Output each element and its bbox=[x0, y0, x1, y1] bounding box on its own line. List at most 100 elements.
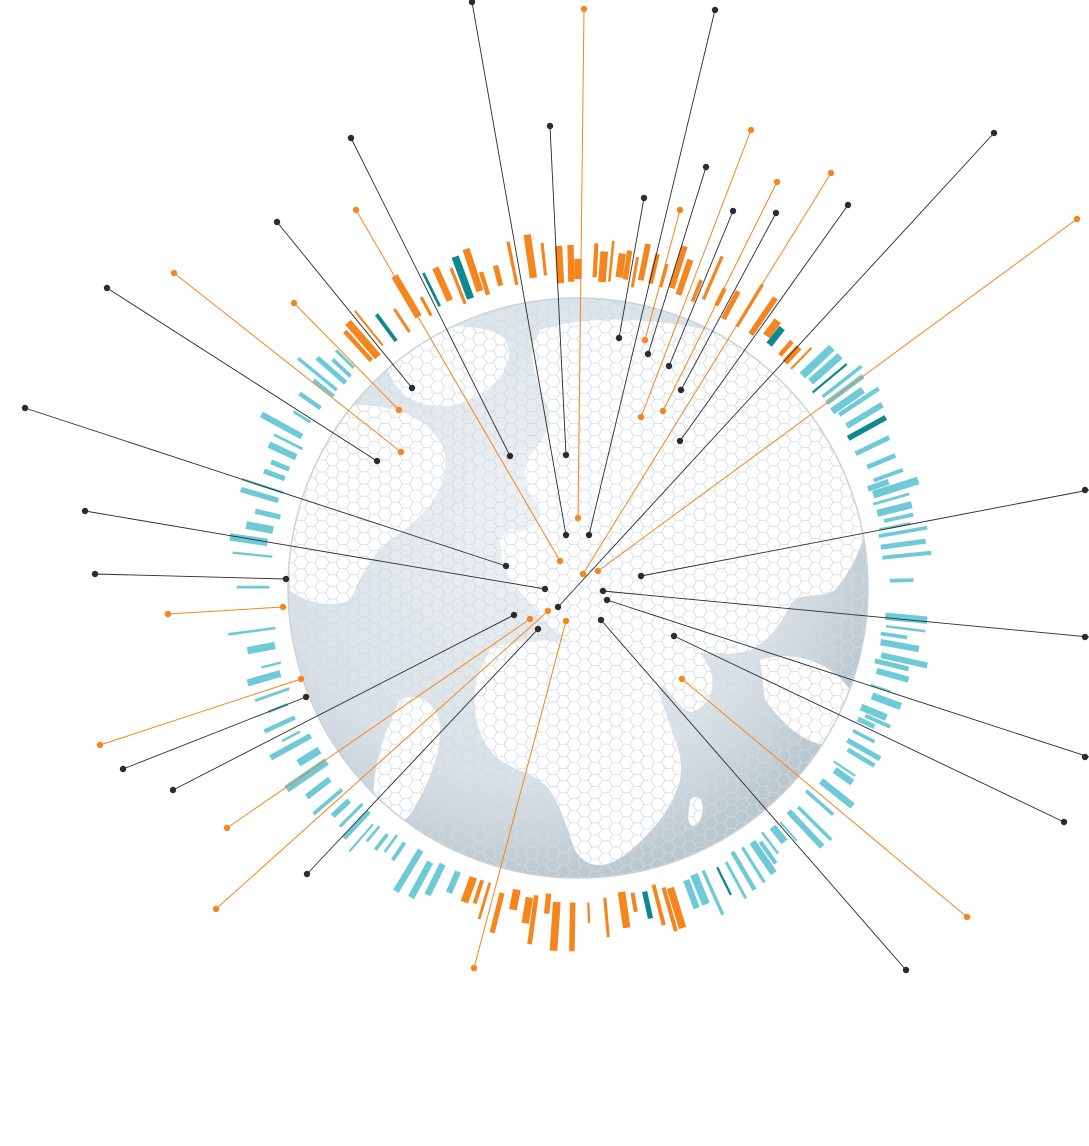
connection-line bbox=[293, 302, 400, 411]
ring-bar bbox=[882, 550, 932, 560]
ring-bar bbox=[832, 760, 856, 777]
ring-bar bbox=[668, 245, 688, 290]
endpoint-dot bbox=[637, 572, 645, 580]
connection-line bbox=[226, 618, 531, 829]
ring-bar bbox=[393, 848, 424, 893]
endpoint-dot bbox=[597, 616, 605, 624]
endpoint-dot bbox=[579, 570, 587, 578]
ring-bar bbox=[642, 891, 654, 919]
endpoint-dot bbox=[395, 406, 403, 414]
ring-bar bbox=[808, 353, 843, 385]
ring-bar bbox=[246, 670, 282, 687]
ring-bar bbox=[740, 846, 766, 884]
ring-bar bbox=[880, 538, 926, 550]
connection-line bbox=[84, 510, 546, 590]
connection-line bbox=[588, 9, 716, 536]
endpoint-dot bbox=[659, 407, 667, 415]
ring-bar bbox=[592, 243, 599, 278]
ring-bar bbox=[859, 703, 888, 721]
ring-bar bbox=[521, 896, 534, 924]
ring-bar bbox=[821, 364, 863, 399]
endpoint-dot bbox=[580, 5, 588, 13]
ring-bar bbox=[270, 459, 291, 472]
endpoint-dot bbox=[303, 870, 311, 878]
ring-bar bbox=[446, 870, 461, 895]
ring-bar bbox=[365, 825, 381, 843]
endpoint-dot bbox=[773, 178, 781, 186]
ring-bar bbox=[845, 402, 884, 429]
ring-bar bbox=[630, 892, 638, 913]
endpoint-dot bbox=[1060, 818, 1068, 826]
endpoint-dot bbox=[96, 741, 104, 749]
endpoint-dot bbox=[603, 596, 611, 604]
ring-bar bbox=[492, 264, 504, 287]
endpoint-dot bbox=[640, 194, 648, 202]
ring-bar bbox=[540, 242, 548, 276]
ring-bar bbox=[779, 821, 798, 842]
connection-line bbox=[680, 212, 777, 391]
ring-bar bbox=[587, 902, 591, 924]
ring-bar bbox=[259, 411, 304, 440]
endpoint-dot bbox=[729, 207, 737, 215]
endpoint-dot bbox=[772, 209, 780, 217]
ring-bar bbox=[408, 860, 434, 900]
endpoint-dot bbox=[297, 675, 305, 683]
endpoint-dot bbox=[676, 206, 684, 214]
connection-line bbox=[99, 678, 302, 746]
ring-bar bbox=[867, 479, 890, 492]
ring-bar bbox=[348, 823, 374, 853]
endpoint-dot bbox=[103, 284, 111, 292]
connection-line bbox=[557, 132, 995, 608]
endpoint-dot bbox=[212, 905, 220, 913]
ring-bar bbox=[334, 349, 355, 369]
ring-bar bbox=[543, 893, 552, 914]
endpoint-dot bbox=[990, 129, 998, 137]
ring-bar bbox=[312, 788, 344, 816]
connection-line bbox=[640, 129, 752, 418]
ring-bar bbox=[683, 878, 700, 910]
ring-bar bbox=[617, 891, 631, 929]
ring-bar bbox=[724, 861, 748, 900]
connection-line bbox=[471, 1, 567, 536]
endpoint-dot bbox=[902, 966, 910, 974]
endpoint-dot bbox=[644, 350, 652, 358]
ring-bar bbox=[811, 363, 848, 394]
ring-bar bbox=[666, 886, 687, 930]
connection-line bbox=[106, 287, 378, 462]
ring-bar bbox=[856, 716, 876, 729]
ring-bar bbox=[567, 244, 575, 282]
ring-bar bbox=[422, 272, 441, 307]
endpoint-dot bbox=[546, 122, 554, 130]
ring-bar bbox=[343, 329, 374, 363]
ring-bar bbox=[228, 626, 276, 636]
endpoint-dot bbox=[352, 206, 360, 214]
endpoint-dot bbox=[1081, 486, 1089, 494]
ring-bar bbox=[263, 468, 286, 482]
ring-bar bbox=[342, 809, 371, 840]
connection-line bbox=[673, 635, 1065, 823]
ring-bar bbox=[393, 308, 411, 333]
connection-line bbox=[122, 696, 307, 770]
ring-bar bbox=[298, 391, 322, 411]
endpoint-dot bbox=[526, 615, 534, 623]
endpoint-dot bbox=[678, 675, 686, 683]
ring-bar bbox=[872, 476, 920, 499]
endpoint-dot bbox=[534, 625, 542, 633]
ring-bar bbox=[690, 872, 710, 906]
ring-bar bbox=[880, 631, 908, 640]
ring-bar bbox=[832, 767, 855, 786]
ring-bar bbox=[331, 358, 352, 378]
ring-bar bbox=[246, 641, 276, 655]
endpoint-dot bbox=[585, 531, 593, 539]
endpoint-dot bbox=[665, 362, 673, 370]
ring-bar bbox=[878, 525, 928, 538]
ring-bar bbox=[876, 501, 913, 517]
ring-bar bbox=[509, 888, 521, 911]
connection-line bbox=[582, 172, 832, 575]
outer-ring-bars bbox=[228, 234, 932, 952]
endpoint-dot bbox=[290, 299, 298, 307]
ring-bar bbox=[460, 875, 478, 904]
ring-bar bbox=[766, 325, 785, 347]
ring-bar bbox=[297, 356, 338, 392]
ring-bar bbox=[866, 453, 897, 470]
